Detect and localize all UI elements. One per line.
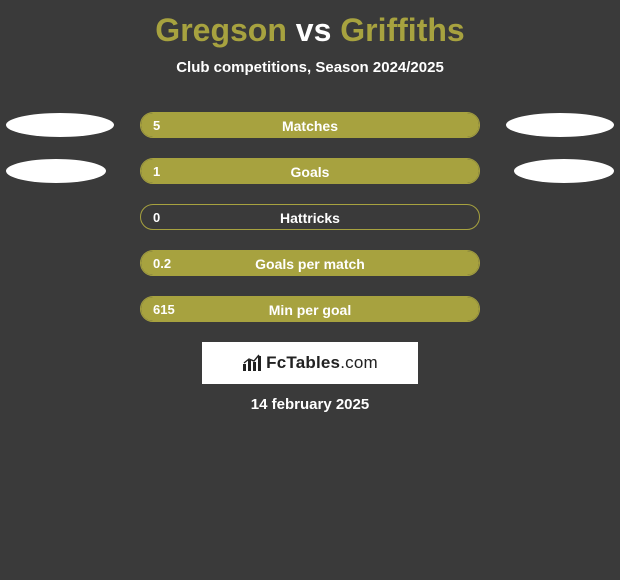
bar-chart-icon [242,354,264,372]
bar-fill-left [141,113,479,137]
brand-logo-light: .com [340,353,378,372]
stat-value-left: 0 [153,205,160,230]
player1-name: Gregson [155,12,287,48]
vs-text: vs [296,12,332,48]
brand-logo[interactable]: FcTables.com [202,342,418,384]
date-text: 14 february 2025 [0,396,620,413]
stat-bar: 5Matches [140,112,480,138]
stat-bar: 615Min per goal [140,296,480,322]
stats-rows: 5Matches 1Goals 0Hattricks 0.2Goals per mat… [0,112,620,322]
stat-row: 0.2Goals per match [0,250,620,276]
bar-fill-left [141,297,479,321]
bar-fill-left [141,159,479,183]
stat-row: 5Matches [0,112,620,138]
stat-value-left: 1 [153,159,160,184]
page-title: Gregson vs Griffiths [0,12,620,49]
brand-logo-strong: FcTables [266,353,340,372]
player2-name: Griffiths [340,12,464,48]
stat-label: Hattricks [141,205,479,230]
stat-row: 1Goals [0,158,620,184]
bar-fill-left [141,251,479,275]
stat-bar: 0.2Goals per match [140,250,480,276]
stat-row: 615Min per goal [0,296,620,322]
stat-value-left: 615 [153,297,175,322]
brand-logo-text: FcTables.com [266,353,378,373]
stat-bar: 1Goals [140,158,480,184]
stat-value-left: 0.2 [153,251,171,276]
side-ellipse-right [506,113,614,137]
stat-row: 0Hattricks [0,204,620,230]
side-ellipse-left [6,159,106,183]
side-ellipse-left [6,113,114,137]
stats-card: Gregson vs Griffiths Club competitions, … [0,0,620,580]
stat-value-left: 5 [153,113,160,138]
stat-bar: 0Hattricks [140,204,480,230]
side-ellipse-right [514,159,614,183]
subtitle: Club competitions, Season 2024/2025 [0,59,620,76]
brand-logo-inner: FcTables.com [242,353,378,373]
